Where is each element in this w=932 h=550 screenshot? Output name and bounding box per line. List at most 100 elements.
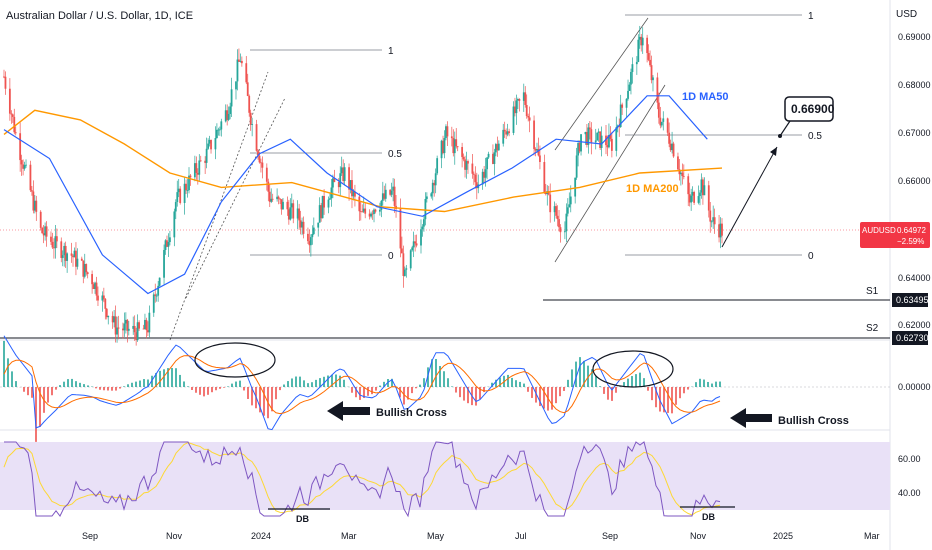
candle-body [188,175,190,191]
candle-body [703,185,706,196]
macd-histogram-bar [87,385,89,387]
rsi-line [4,441,721,518]
macd-histogram-bar [139,380,141,387]
s2-price-tag [892,331,928,345]
candle-body [621,104,624,108]
candle-body [472,173,475,175]
candle-body [568,204,571,208]
candle-body [195,163,198,173]
candle-body [76,258,79,267]
candle-body [73,250,76,258]
candle-body [371,213,374,215]
currency-label[interactable]: USD [896,9,918,20]
candle-body [308,241,311,246]
macd-histogram-bar [3,340,5,387]
candle-body [224,110,227,122]
macd-histogram-bar [411,387,413,394]
s1-price-tag [892,293,928,307]
candle-body [373,209,375,214]
candle-body [340,167,343,174]
x-tick-label: May [427,531,445,541]
macd-histogram-bar [455,387,457,393]
macd-histogram-bar [583,360,585,387]
candle-body [35,200,38,212]
candle-body [85,264,88,273]
target-callout [784,96,834,122]
candle-body [282,201,284,210]
candle-body [238,59,240,62]
candle-body [431,182,434,194]
candle-body [240,60,243,64]
candle-body [524,92,527,105]
candle-body [329,198,331,200]
macd-histogram-bar [23,387,25,392]
candle-body [333,178,336,183]
macd-histogram-bar [635,374,637,387]
candle-body [72,255,74,258]
candle-body [352,191,355,197]
y-tick-label: 0.68000 [898,80,931,90]
candle-body [167,242,170,247]
candle-body [678,169,681,175]
candle-body [342,167,345,181]
candle-body [217,129,220,131]
macd-histogram-bar [79,382,81,387]
candle-body [186,190,189,191]
candle-body [138,322,140,329]
candle-body [486,157,488,170]
macd-histogram-bar [363,387,365,399]
macd-histogram-bar [31,387,33,398]
macd-histogram-bar [519,381,521,387]
candle-body [687,176,690,195]
macd-histogram-bar [123,386,125,387]
candle-body [248,95,251,113]
candle-body [196,172,199,175]
macd-histogram-bar [115,387,117,391]
candle-body [641,37,644,46]
macd-histogram-bar [419,384,421,387]
macd-histogram-bar [215,387,217,391]
candle-body [594,140,597,143]
macd-histogram-bar [431,359,433,387]
macd-histogram [3,340,721,442]
candle-body [647,53,650,60]
macd-histogram-bar [151,375,153,387]
candle-body [415,243,418,246]
candle-body [619,104,622,128]
macd-histogram-bar [75,381,77,387]
macd-histogram-bar [83,384,85,387]
channel-line-left-upper [169,71,269,341]
macd-histogram-bar [695,382,697,387]
macd-histogram-bar [71,378,73,387]
candle-body [20,160,23,165]
macd-histogram-bar [291,378,293,387]
candle-body [668,132,671,144]
macd-histogram-bar [523,383,525,387]
candle-body [116,327,118,335]
macd-histogram-bar [163,369,165,387]
macd-histogram-bar [591,369,593,387]
candle-body [652,77,654,81]
candle-body [702,179,704,196]
candle-body [39,211,42,228]
candle-body [574,177,577,197]
candle-body [508,131,510,133]
candle-body [494,144,497,153]
candle-body [176,192,179,203]
candle-body [414,241,417,244]
candle-body [32,191,35,211]
macd-histogram-bar [515,380,517,387]
target-callout-pointer [779,120,791,137]
macd-histogram-bar [427,367,429,387]
candle-body [662,118,665,122]
candle-body [66,253,69,261]
macd-histogram-bar [55,387,57,390]
candle-body [55,236,58,242]
candle-body [693,191,696,203]
candle-body [402,253,405,276]
candle-body [609,135,612,139]
y-tick-label: 0.66000 [898,176,931,186]
candle-body [97,295,99,301]
candle-body [707,185,710,211]
